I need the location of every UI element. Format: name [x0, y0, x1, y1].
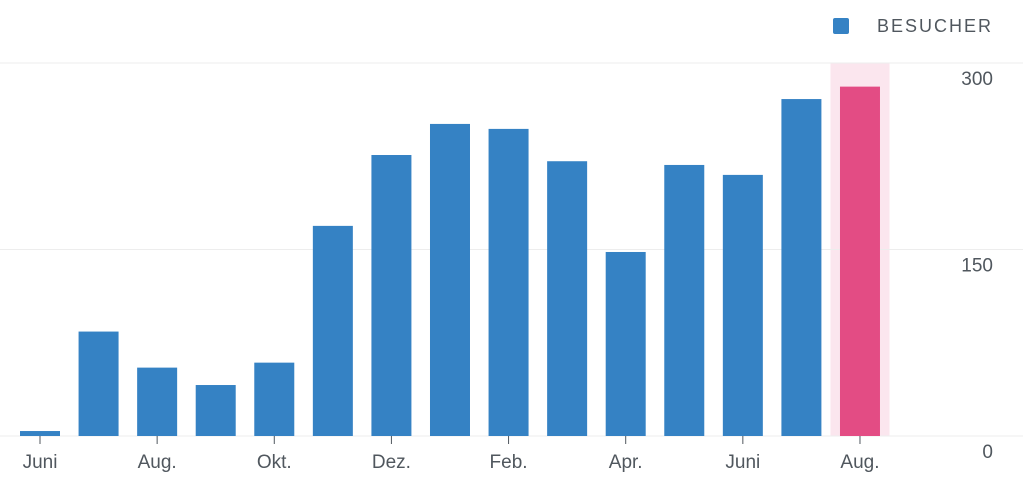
- bar: [488, 128, 529, 436]
- bar: [781, 99, 822, 436]
- x-tick-label: Feb.: [490, 452, 528, 473]
- bar: [547, 161, 588, 436]
- bar: [605, 251, 646, 436]
- x-tick-label: Aug.: [138, 452, 177, 473]
- x-tick-label: Okt.: [257, 452, 292, 473]
- bar: [722, 174, 763, 436]
- bar: [78, 331, 119, 436]
- bar: [371, 155, 412, 437]
- x-tick-label: Juni: [725, 452, 760, 473]
- legend-marker: [833, 18, 849, 34]
- y-tick-label: 0: [982, 442, 993, 463]
- bar: [254, 362, 295, 436]
- x-tick-label: Apr.: [609, 452, 643, 473]
- y-tick-label: 300: [961, 69, 993, 90]
- x-tick-label: Juni: [23, 452, 58, 473]
- x-tick-label: Dez.: [372, 452, 411, 473]
- bar: [664, 164, 705, 436]
- bar: [312, 225, 353, 436]
- legend-text: BESUCHER: [877, 16, 993, 36]
- bar: [20, 431, 60, 436]
- bar: [195, 385, 236, 436]
- bar: [137, 367, 178, 436]
- bar: [429, 123, 470, 436]
- bar: [839, 86, 880, 436]
- y-tick-label: 150: [961, 256, 993, 277]
- x-tick-label: Aug.: [840, 452, 879, 473]
